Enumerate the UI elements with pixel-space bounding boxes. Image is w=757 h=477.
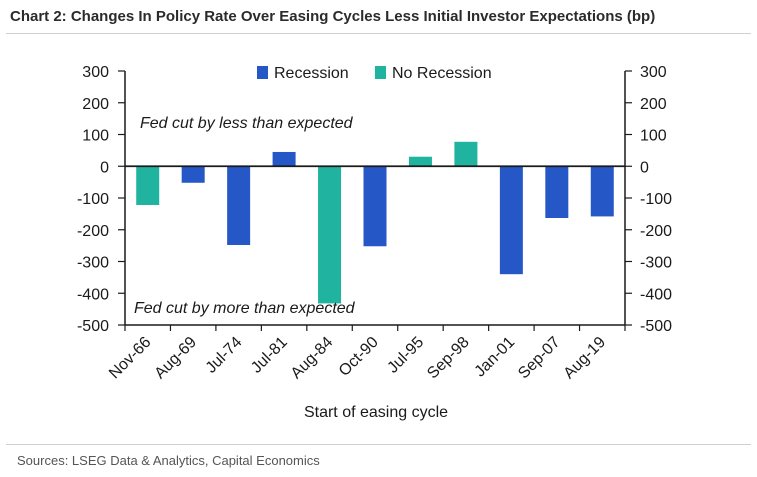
x-tick-label: Jul-74 bbox=[203, 334, 246, 377]
x-tick-label: Jul-95 bbox=[384, 334, 427, 377]
footer-divider bbox=[6, 444, 751, 445]
bar-jul-95 bbox=[408, 156, 432, 167]
bar-oct-90 bbox=[363, 166, 387, 247]
y-tick-label-left: 200 bbox=[82, 96, 109, 113]
bar-jul-74 bbox=[227, 166, 251, 245]
x-tick-label: Jan-01 bbox=[472, 334, 519, 381]
annotation-lower: Fed cut by more than expected bbox=[134, 300, 356, 317]
y-tick-label-left: -400 bbox=[77, 286, 109, 303]
bar-jul-81 bbox=[272, 151, 296, 167]
y-tick-label-left: 300 bbox=[82, 64, 109, 81]
legend-swatch bbox=[375, 66, 386, 79]
y-tick-label-right: 0 bbox=[640, 159, 649, 176]
x-tick-label: Aug-84 bbox=[288, 334, 337, 383]
bar-aug-84 bbox=[318, 166, 342, 304]
axes bbox=[118, 70, 632, 331]
legend-label: No Recession bbox=[392, 65, 492, 82]
bar-nov-66 bbox=[136, 166, 160, 205]
y-tick-label-right: -200 bbox=[640, 223, 672, 240]
source-note: Sources: LSEG Data & Analytics, Capital … bbox=[17, 453, 320, 468]
title-divider bbox=[6, 33, 751, 34]
bar-sep-07 bbox=[545, 166, 569, 219]
bars bbox=[136, 141, 614, 304]
y-tick-label-right: 300 bbox=[640, 64, 667, 81]
bar-aug-69 bbox=[181, 166, 205, 183]
x-tick-label: Oct-90 bbox=[336, 334, 382, 380]
bar-aug-19 bbox=[590, 166, 614, 217]
y-tick-label-right: -500 bbox=[640, 318, 672, 335]
y-tick-label-left: -100 bbox=[77, 191, 109, 208]
y-tick-label-right: -300 bbox=[640, 255, 672, 272]
legend-label: Recession bbox=[274, 65, 349, 82]
y-tick-label-right: 100 bbox=[640, 128, 667, 145]
y-tick-label-left: -500 bbox=[77, 318, 109, 335]
legend-swatch bbox=[257, 66, 268, 79]
x-tick-label: Nov-66 bbox=[106, 334, 155, 383]
annotation-upper: Fed cut by less than expected bbox=[140, 115, 354, 132]
y-tick-label-left: -300 bbox=[77, 255, 109, 272]
bar-sep-98 bbox=[454, 141, 478, 167]
y-tick-label-left: 100 bbox=[82, 128, 109, 145]
chart-title: Chart 2: Changes In Policy Rate Over Eas… bbox=[10, 8, 656, 25]
x-tick-label: Aug-69 bbox=[152, 334, 201, 383]
chart-canvas: 300 300 200 200 100 100 0 0 -100 -100 -200 -200 -300… bbox=[77, 64, 672, 421]
x-tick-label: Sep-07 bbox=[515, 334, 564, 383]
x-axis-title: Start of easing cycle bbox=[304, 404, 448, 421]
x-tick-label: Jul-81 bbox=[248, 334, 291, 377]
y-tick-label-right: 200 bbox=[640, 96, 667, 113]
x-tick-label: Aug-19 bbox=[561, 334, 610, 383]
legend: Recession No Recession bbox=[257, 65, 492, 82]
y-tick-label-left: -200 bbox=[77, 223, 109, 240]
x-tick-label: Sep-98 bbox=[424, 334, 473, 383]
y-tick-label-right: -400 bbox=[640, 286, 672, 303]
bar-jan-01 bbox=[499, 166, 523, 275]
y-tick-label-left: 0 bbox=[100, 159, 109, 176]
y-tick-label-right: -100 bbox=[640, 191, 672, 208]
